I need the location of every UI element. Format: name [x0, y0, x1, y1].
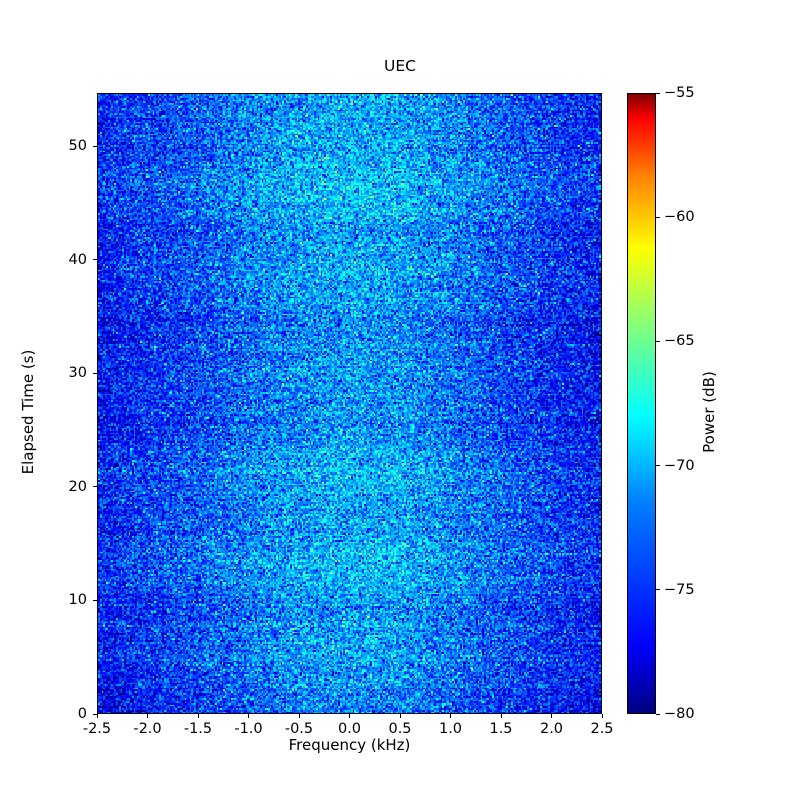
x-tick-label: 2.0	[539, 721, 564, 737]
y-tick-mark	[93, 372, 97, 374]
y-axis-label: Elapsed Time (s)	[19, 349, 37, 475]
y-tick-label: 20	[68, 478, 87, 495]
x-axis-label: Frequency (kHz)	[288, 736, 411, 754]
colorbar-tick-mark	[656, 713, 660, 715]
x-tick-label: 1.5	[489, 721, 513, 737]
colorbar-tick-label: −70	[664, 457, 695, 474]
x-tick-label: -0.5	[284, 721, 314, 737]
colorbar	[627, 93, 656, 714]
x-tick-mark	[601, 714, 603, 718]
colorbar-tick-label: −65	[664, 333, 695, 350]
y-tick-mark	[93, 713, 97, 715]
y-tick-label: 0	[77, 706, 87, 722]
y-tick-mark	[93, 599, 97, 601]
x-tick-mark	[551, 714, 552, 718]
x-tick-mark	[197, 714, 199, 718]
y-tick-label: 50	[68, 138, 87, 155]
x-tick-mark	[500, 714, 502, 718]
colorbar-tick-label: −75	[664, 581, 695, 598]
x-tick-label: -1.0	[234, 721, 263, 737]
y-tick-label: 40	[68, 251, 87, 268]
y-tick-mark	[93, 145, 97, 147]
x-tick-mark	[349, 714, 350, 718]
x-tick-label: -2.0	[133, 721, 162, 737]
x-tick-label: 0.5	[388, 721, 412, 737]
x-tick-mark	[399, 714, 401, 718]
x-tick-mark	[96, 714, 98, 718]
colorbar-tick-mark	[656, 340, 660, 342]
y-tick-label: 10	[68, 592, 87, 609]
x-tick-label: 2.5	[590, 721, 614, 737]
colorbar-tick-label: −60	[664, 209, 695, 226]
x-tick-label: 1.0	[438, 721, 463, 737]
spectrogram-axes	[97, 93, 602, 714]
colorbar-tick-mark	[656, 92, 660, 94]
spectrogram-image	[98, 94, 601, 713]
x-tick-mark	[298, 714, 300, 718]
x-tick-label: -2.5	[82, 721, 112, 737]
colorbar-tick-mark	[656, 465, 660, 467]
x-tick-mark	[248, 714, 249, 718]
x-tick-mark	[147, 714, 148, 718]
x-tick-label: 0.0	[337, 721, 362, 737]
colorbar-label: Power (dB)	[700, 371, 718, 453]
y-tick-label: 30	[68, 365, 87, 382]
x-tick-mark	[450, 714, 451, 718]
colorbar-tick-label: −80	[664, 706, 695, 722]
colorbar-tick-mark	[656, 216, 660, 218]
x-tick-label: -1.5	[183, 721, 213, 737]
y-tick-mark	[93, 259, 97, 261]
y-tick-mark	[93, 486, 97, 488]
title-line-station: UEC	[384, 57, 416, 75]
colorbar-tick-label: −55	[664, 85, 695, 101]
colorbar-tick-mark	[656, 589, 660, 591]
